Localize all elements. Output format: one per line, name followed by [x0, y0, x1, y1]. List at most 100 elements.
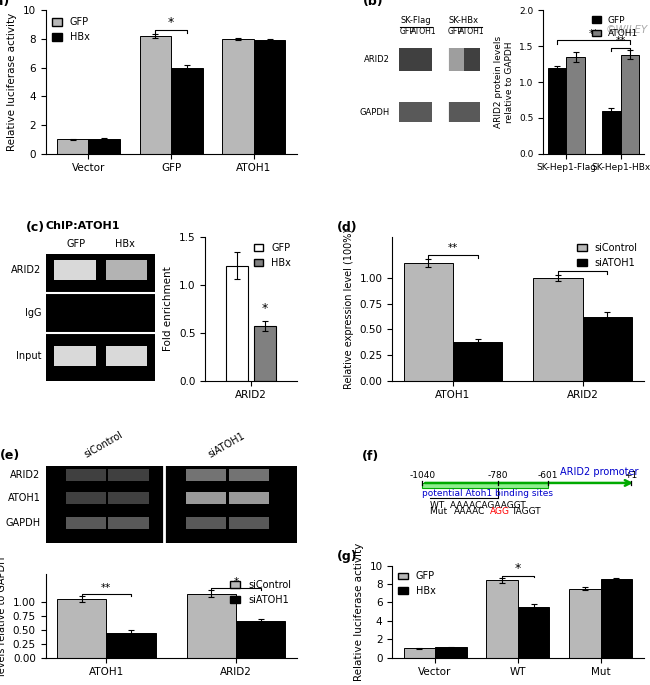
- Text: GAPDH: GAPDH: [5, 518, 40, 528]
- Bar: [447, 102, 463, 122]
- Text: IgG: IgG: [25, 308, 41, 318]
- Bar: [109, 517, 148, 529]
- Y-axis label: Relative luciferase activity: Relative luciferase activity: [7, 13, 17, 151]
- Bar: [404, 649, 435, 658]
- Bar: [548, 68, 566, 153]
- Bar: [621, 55, 639, 153]
- Bar: [186, 492, 226, 503]
- Text: SK-Flag: SK-Flag: [400, 16, 431, 25]
- Text: (d): (d): [337, 221, 358, 234]
- Bar: [66, 517, 106, 529]
- Text: ChIP:ATOH1: ChIP:ATOH1: [46, 221, 120, 232]
- Bar: [46, 254, 155, 381]
- Text: AAAAC: AAAAC: [454, 507, 485, 516]
- Bar: [229, 517, 269, 529]
- Text: ARID2: ARID2: [10, 471, 40, 480]
- Bar: [566, 57, 585, 153]
- Bar: [54, 260, 96, 280]
- Text: ATOH1: ATOH1: [460, 27, 485, 36]
- Bar: [447, 47, 463, 71]
- Bar: [569, 588, 601, 658]
- Text: TAGGT: TAGGT: [511, 507, 540, 516]
- Bar: [415, 47, 432, 71]
- Y-axis label: ARID2 protein levels
relative to GAPDH: ARID2 protein levels relative to GAPDH: [495, 36, 514, 128]
- Text: -780: -780: [488, 471, 508, 480]
- Text: GFP: GFP: [400, 27, 415, 36]
- Bar: [187, 594, 236, 658]
- Text: (g): (g): [337, 550, 358, 563]
- Text: GAPDH: GAPDH: [360, 108, 390, 116]
- Bar: [222, 39, 254, 153]
- Text: siATOH1: siATOH1: [206, 431, 246, 460]
- Text: siControl: siControl: [82, 429, 124, 460]
- Bar: [601, 580, 632, 658]
- Bar: [463, 47, 480, 71]
- Text: -601: -601: [538, 471, 558, 480]
- Text: (f): (f): [362, 450, 380, 463]
- Text: (b): (b): [363, 0, 384, 8]
- Bar: [57, 599, 106, 658]
- Bar: [415, 102, 432, 122]
- Text: **: **: [616, 36, 626, 46]
- Bar: [398, 47, 492, 136]
- Bar: [518, 607, 549, 658]
- Text: *: *: [580, 260, 585, 269]
- Bar: [463, 102, 480, 122]
- Bar: [447, 47, 463, 71]
- Text: Input: Input: [16, 351, 41, 361]
- Bar: [229, 469, 269, 482]
- Text: SK-HBx: SK-HBx: [448, 16, 479, 25]
- Y-axis label: Fold enrichment: Fold enrichment: [164, 266, 174, 351]
- Text: HBx: HBx: [114, 239, 135, 249]
- Bar: [486, 580, 518, 658]
- Text: potential Atoh1 binding sites: potential Atoh1 binding sites: [422, 488, 553, 498]
- Bar: [106, 632, 155, 658]
- Legend: GFP, ATOH1: GFP, ATOH1: [591, 15, 639, 39]
- Text: GFP: GFP: [67, 239, 86, 249]
- Bar: [66, 469, 106, 482]
- Text: ARID2: ARID2: [11, 265, 41, 275]
- Bar: [398, 102, 415, 122]
- Text: AGG: AGG: [489, 507, 510, 516]
- Bar: [415, 102, 432, 122]
- Bar: [254, 326, 276, 381]
- Bar: [583, 317, 632, 381]
- Text: ATOH1: ATOH1: [8, 493, 40, 503]
- Y-axis label: Relative expression level (100%): Relative expression level (100%): [344, 229, 354, 389]
- Bar: [229, 492, 269, 503]
- Bar: [453, 342, 502, 381]
- Text: (a): (a): [0, 0, 10, 8]
- Text: -1040: -1040: [410, 471, 436, 480]
- Legend: GFP, HBx: GFP, HBx: [397, 571, 436, 597]
- Bar: [186, 517, 226, 529]
- Text: (c): (c): [26, 221, 45, 234]
- Bar: [171, 68, 203, 153]
- Bar: [447, 102, 463, 122]
- FancyArrowPatch shape: [425, 480, 630, 486]
- Bar: [109, 469, 148, 482]
- Bar: [415, 47, 432, 71]
- Text: *: *: [515, 562, 521, 575]
- Legend: siControl, siATOH1: siControl, siATOH1: [229, 579, 292, 606]
- Bar: [463, 47, 480, 71]
- Text: *: *: [233, 577, 239, 587]
- Bar: [106, 260, 148, 280]
- Bar: [435, 647, 467, 658]
- Y-axis label: Relative luciferase activity: Relative luciferase activity: [354, 543, 364, 681]
- Bar: [398, 47, 415, 71]
- Bar: [254, 40, 285, 153]
- Text: *: *: [262, 301, 268, 314]
- Bar: [602, 111, 621, 153]
- Text: *: *: [168, 16, 174, 29]
- Text: **: **: [588, 29, 599, 38]
- Text: **: **: [448, 243, 458, 253]
- Text: WT  AAAACAGAAGGT: WT AAAACAGAAGGT: [430, 501, 526, 510]
- Y-axis label: Protein expression
levels relative to GAPDH: Protein expression levels relative to GA…: [0, 556, 7, 675]
- Text: ATOH1: ATOH1: [411, 27, 437, 36]
- Bar: [186, 469, 226, 482]
- Text: **: **: [101, 584, 111, 593]
- Bar: [88, 138, 120, 153]
- Legend: GFP, HBx: GFP, HBx: [253, 242, 292, 269]
- Bar: [534, 278, 583, 381]
- Legend: siControl, siATOH1: siControl, siATOH1: [576, 242, 639, 269]
